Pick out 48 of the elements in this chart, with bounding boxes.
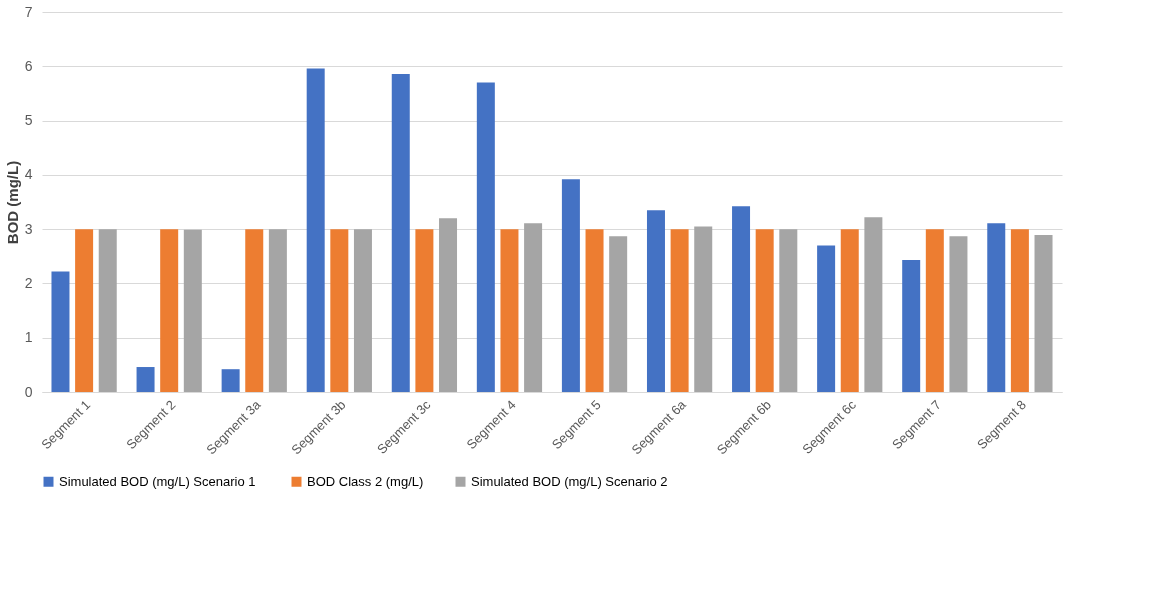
y-tick-label: 3 [24, 220, 33, 237]
bar [646, 210, 665, 392]
bar [609, 236, 628, 392]
bar [987, 223, 1006, 392]
y-axis-title: BOD (mg/L) [3, 160, 21, 245]
bar [136, 367, 155, 392]
bar [732, 206, 751, 392]
bar [476, 82, 495, 392]
bar [353, 229, 372, 392]
bar [75, 229, 94, 392]
bar [1034, 235, 1053, 392]
legend-label: Simulated BOD (mg/L) Scenario 2 [471, 473, 668, 489]
y-tick-label: 6 [24, 57, 33, 74]
bar [51, 271, 70, 392]
bar [524, 223, 543, 392]
y-tick-label: 1 [24, 329, 33, 346]
bar [840, 229, 859, 392]
bar [245, 229, 264, 392]
bar [779, 229, 798, 392]
bar [694, 226, 713, 392]
bar [755, 229, 774, 392]
bar [949, 236, 968, 392]
bar [330, 229, 349, 392]
bar [500, 229, 519, 392]
y-tick-label: 0 [24, 383, 33, 400]
bar [902, 260, 921, 392]
bar [561, 179, 580, 392]
y-tick-label: 5 [24, 112, 33, 129]
bar [415, 229, 434, 392]
bar [160, 229, 179, 392]
bar [864, 217, 883, 392]
bar [1010, 229, 1029, 392]
y-tick-label: 4 [24, 166, 33, 183]
bar [585, 229, 604, 392]
bar [183, 229, 202, 392]
bar [670, 229, 689, 392]
bar [439, 218, 458, 392]
legend-label: BOD Class 2 (mg/L) [307, 473, 424, 489]
bar [925, 229, 944, 392]
legend-label: Simulated BOD (mg/L) Scenario 1 [59, 473, 256, 489]
y-tick-label: 2 [24, 274, 33, 291]
bar [306, 68, 325, 392]
bar [98, 229, 117, 392]
y-tick-label: 7 [24, 3, 33, 20]
bar [391, 73, 410, 392]
bar [221, 369, 240, 392]
bar [268, 229, 287, 392]
bar [817, 245, 836, 392]
